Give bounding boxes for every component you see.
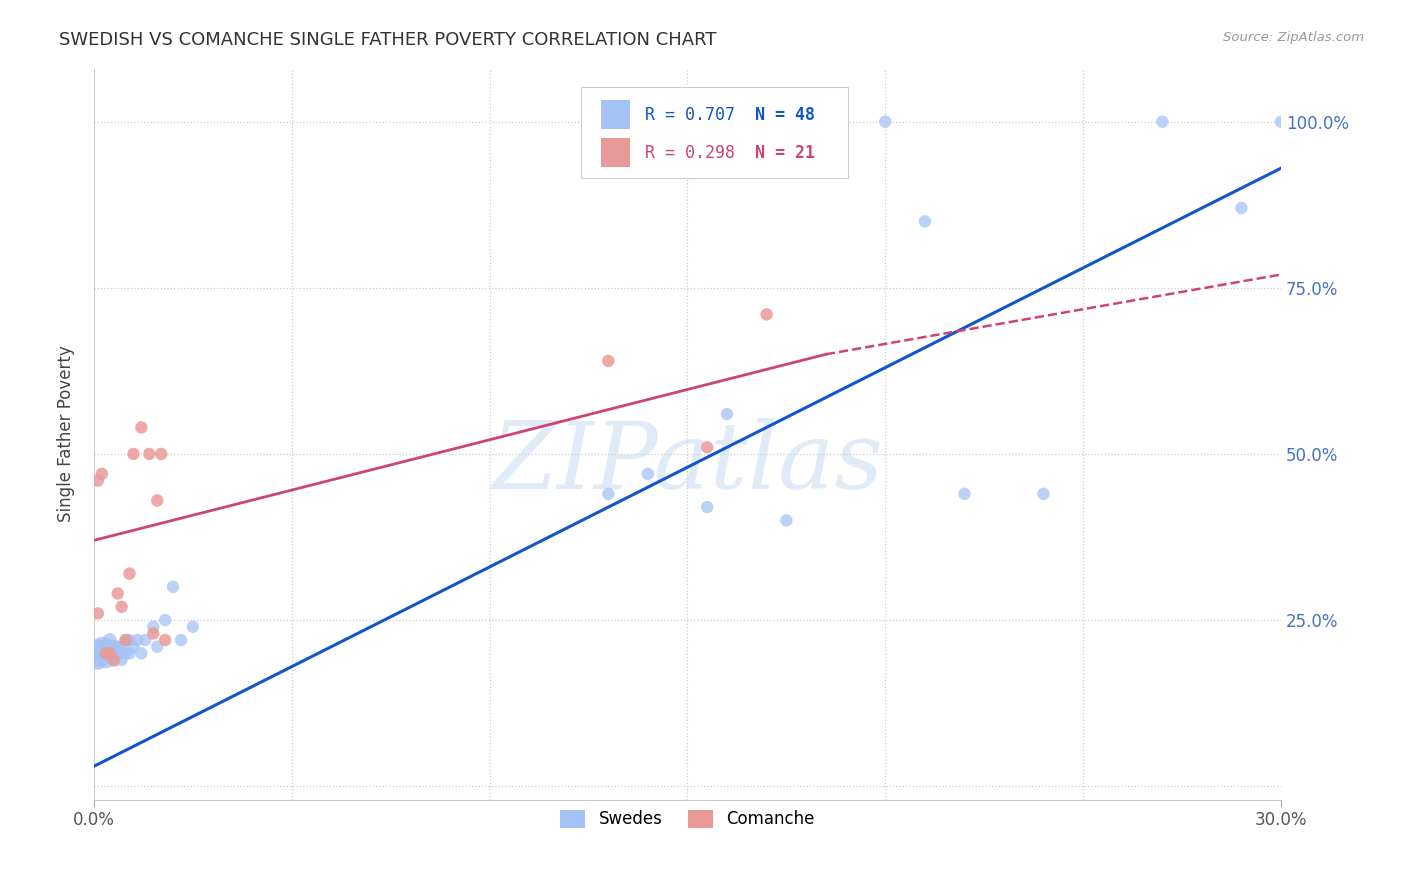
Point	[90, 467, 112, 481]
Point	[146, 640, 169, 654]
Point	[114, 633, 136, 648]
Text: Source: ZipAtlas.com: Source: ZipAtlas.com	[1223, 31, 1364, 45]
Point	[107, 646, 129, 660]
Point	[637, 467, 659, 481]
Y-axis label: Single Father Poverty: Single Father Poverty	[58, 345, 75, 523]
Point	[914, 214, 936, 228]
Point	[111, 653, 134, 667]
Point	[153, 613, 176, 627]
FancyBboxPatch shape	[600, 100, 630, 129]
Point	[103, 653, 125, 667]
Point	[794, 114, 817, 128]
Point	[1230, 201, 1253, 215]
Point	[107, 646, 129, 660]
Point	[107, 586, 129, 600]
Point	[103, 653, 125, 667]
Point	[118, 646, 141, 660]
Text: R = 0.707: R = 0.707	[645, 105, 735, 124]
Point	[134, 633, 156, 648]
Point	[794, 114, 817, 128]
Point	[1152, 114, 1174, 128]
Point	[87, 653, 110, 667]
Point	[127, 633, 149, 648]
Point	[103, 646, 125, 660]
Point	[118, 566, 141, 581]
Point	[90, 646, 112, 660]
Point	[696, 440, 718, 454]
Point	[94, 640, 117, 654]
Point	[146, 493, 169, 508]
Point	[755, 307, 778, 321]
Text: N = 21: N = 21	[755, 144, 815, 161]
Point	[103, 646, 125, 660]
Point	[142, 620, 165, 634]
Point	[111, 640, 134, 654]
Point	[716, 407, 738, 421]
Point	[150, 447, 173, 461]
Point	[875, 114, 897, 128]
Point	[98, 646, 121, 660]
Legend: Swedes, Comanche: Swedes, Comanche	[554, 803, 821, 835]
Point	[87, 607, 110, 621]
Point	[94, 646, 117, 660]
Point	[1270, 114, 1292, 128]
Point	[953, 487, 976, 501]
Point	[98, 646, 121, 660]
Point	[153, 633, 176, 648]
Point	[118, 633, 141, 648]
Text: ZIPatlas: ZIPatlas	[492, 418, 883, 508]
Point	[98, 633, 121, 648]
Point	[87, 474, 110, 488]
Point	[98, 640, 121, 654]
Text: R = 0.298: R = 0.298	[645, 144, 735, 161]
Point	[103, 640, 125, 654]
Point	[598, 354, 620, 368]
FancyBboxPatch shape	[581, 87, 848, 178]
Point	[114, 646, 136, 660]
Point	[107, 640, 129, 654]
Point	[94, 646, 117, 660]
Point	[1032, 487, 1054, 501]
Point	[775, 513, 797, 527]
Point	[181, 620, 204, 634]
Point	[142, 626, 165, 640]
Point	[90, 640, 112, 654]
Point	[94, 653, 117, 667]
Point	[138, 447, 160, 461]
Text: N = 48: N = 48	[755, 105, 815, 124]
Point	[103, 646, 125, 660]
Point	[131, 420, 153, 434]
Point	[170, 633, 193, 648]
Point	[131, 646, 153, 660]
Text: SWEDISH VS COMANCHE SINGLE FATHER POVERTY CORRELATION CHART: SWEDISH VS COMANCHE SINGLE FATHER POVERT…	[59, 31, 717, 49]
Point	[122, 447, 145, 461]
Point	[111, 646, 134, 660]
Point	[598, 487, 620, 501]
Point	[114, 633, 136, 648]
Point	[87, 646, 110, 660]
Point	[696, 500, 718, 515]
Point	[122, 640, 145, 654]
Point	[162, 580, 184, 594]
Point	[111, 599, 134, 614]
FancyBboxPatch shape	[600, 138, 630, 167]
